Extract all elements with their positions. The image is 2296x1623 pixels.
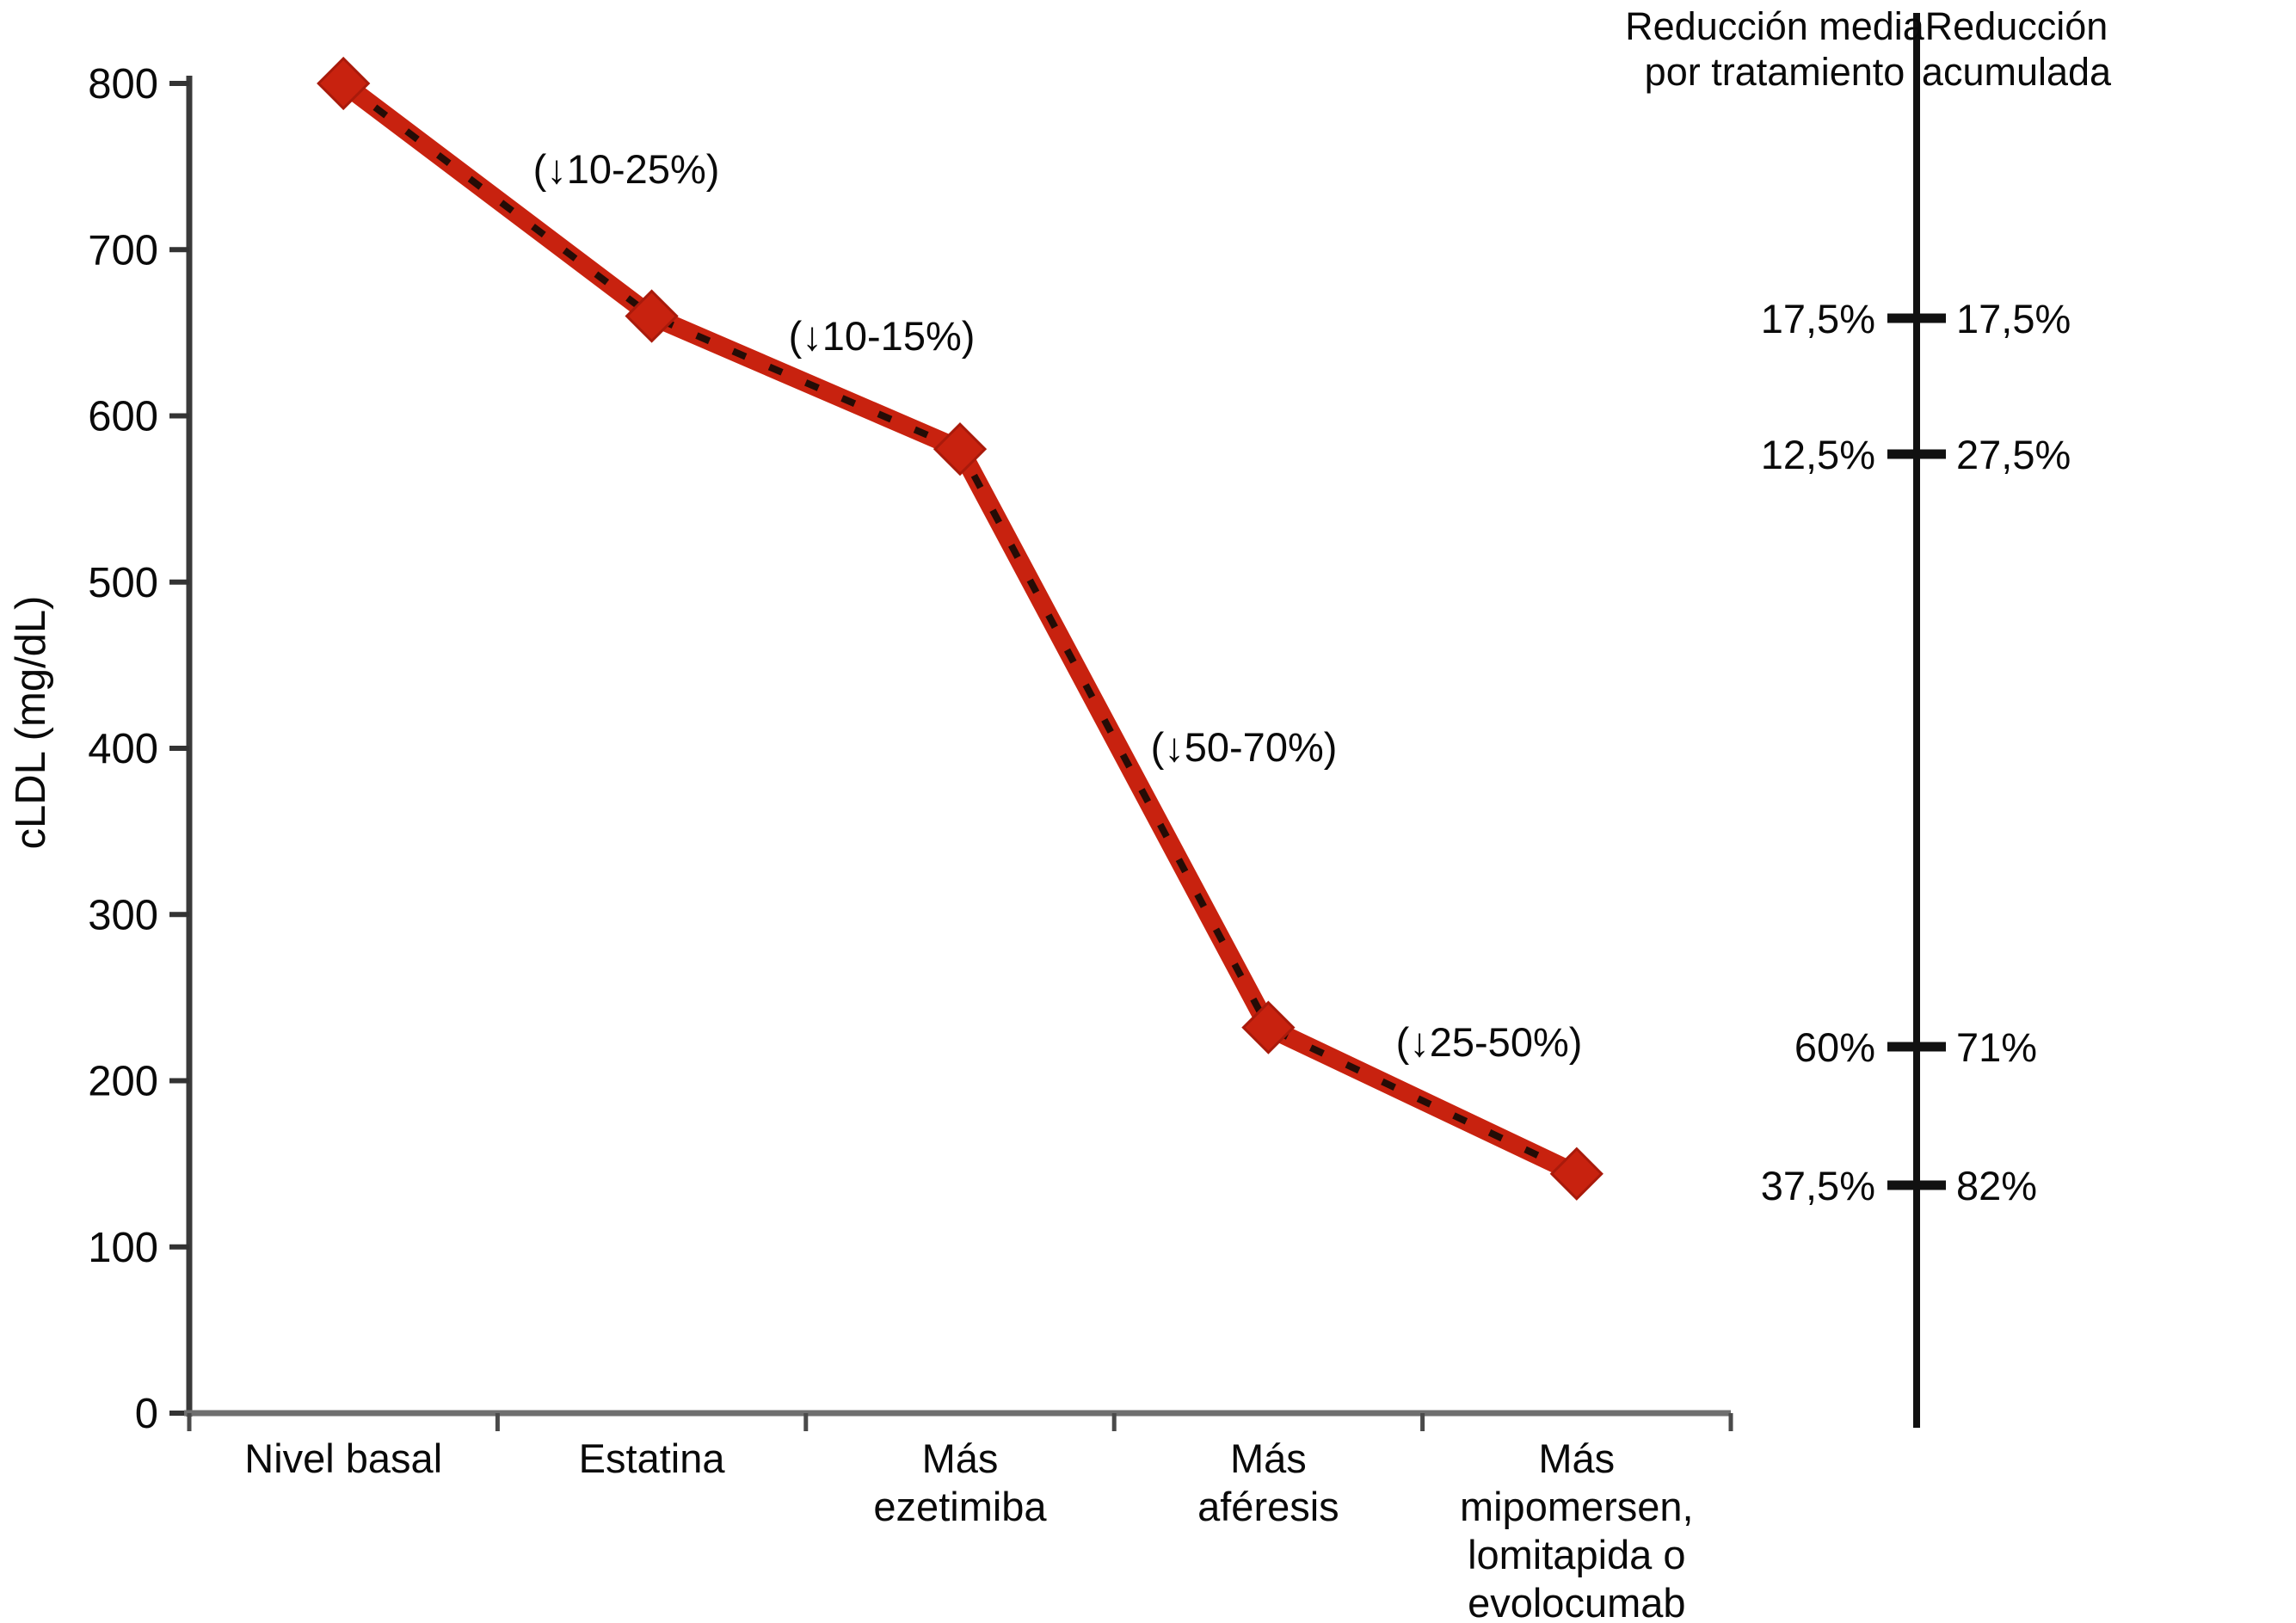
panel-row-left-value-3: 37,5% (1761, 1163, 1875, 1208)
x-category-label-line: Más (1538, 1435, 1615, 1481)
panel-row-right-value-2: 71% (1956, 1024, 2037, 1070)
x-category-label-line: Estatina (579, 1435, 726, 1481)
x-category-label-line: evolocumab (1468, 1580, 1685, 1623)
panel-right-header: Reducción acumulada (1922, 4, 2112, 94)
panel-row-left-value-0: 17,5% (1761, 296, 1875, 341)
x-category-label-line: Más (1230, 1435, 1307, 1481)
y-tick-label: 100 (88, 1225, 158, 1271)
y-tick-label: 600 (88, 394, 158, 440)
data-point-diamond-2 (933, 422, 988, 476)
x-category-label-line: lomitapida o (1468, 1532, 1685, 1577)
x-category-label: Estatina (579, 1435, 726, 1481)
reduction-annotation-2: (↓50-70%) (1151, 724, 1338, 770)
panel-left-header-line: Reducción media (1625, 4, 1925, 48)
data-point-diamond-1 (625, 289, 679, 343)
y-tick-label: 500 (88, 560, 158, 606)
panel-row-right-value-3: 82% (1956, 1163, 2037, 1208)
reduction-annotation-3: (↓25-50%) (1396, 1019, 1583, 1065)
panel-row-left-value-2: 60% (1794, 1024, 1875, 1070)
panel-right-header-line: acumulada (1922, 50, 2112, 94)
y-tick-label: 700 (88, 227, 158, 274)
y-tick-label: 0 (135, 1391, 158, 1437)
data-point-diamond-0 (317, 56, 371, 111)
reduction-annotation-0: (↓10-25%) (533, 146, 720, 192)
y-tick-label: 800 (88, 61, 158, 108)
segment-reduction-annotations: (↓10-25%) (↓10-15%) (↓50-70%) (↓25-50%) (533, 146, 1583, 1065)
y-tick-label: 300 (88, 892, 158, 938)
y-tick-label: 400 (88, 726, 158, 772)
panel-row-right-value-1: 27,5% (1956, 432, 2071, 477)
y-tick-label: 200 (88, 1059, 158, 1105)
data-point-diamond-4 (1549, 1147, 1604, 1201)
ldl-line-series (317, 56, 1604, 1201)
panel-left-header: Reducción media por tratamiento (1625, 4, 1925, 94)
x-category-label: Más aféresis (1197, 1435, 1339, 1529)
panel-row-left-value-1: 12,5% (1761, 432, 1875, 477)
x-category-label: Nivel basal (244, 1435, 442, 1481)
x-category-label-line: mipomersen, (1460, 1484, 1694, 1529)
y-axis: 0 100 200 300 400 500 600 700 800 (88, 61, 193, 1437)
x-category-label: Más ezetimiba (873, 1435, 1047, 1529)
panel-left-header-line: por tratamiento (1645, 50, 1905, 94)
x-category-label-line: Nivel basal (244, 1435, 442, 1481)
x-category-label-line: aféresis (1197, 1484, 1339, 1529)
ldl-line (334, 74, 1586, 1183)
ldl-line-dash-overlay (341, 80, 1579, 1177)
panel-row-right-value-0: 17,5% (1956, 296, 2071, 341)
panel-right-header-line: Reducción (1925, 4, 2108, 48)
reduction-annotation-1: (↓10-15%) (789, 313, 976, 359)
data-point-diamond-3 (1241, 1000, 1296, 1054)
x-category-label-line: ezetimiba (873, 1484, 1047, 1529)
x-category-label: Más mipomersen, lomitapida o evolocumab (1460, 1435, 1694, 1623)
x-category-label-line: Más (922, 1435, 999, 1481)
y-axis-title: cLDL (mg/dL) (8, 595, 54, 849)
